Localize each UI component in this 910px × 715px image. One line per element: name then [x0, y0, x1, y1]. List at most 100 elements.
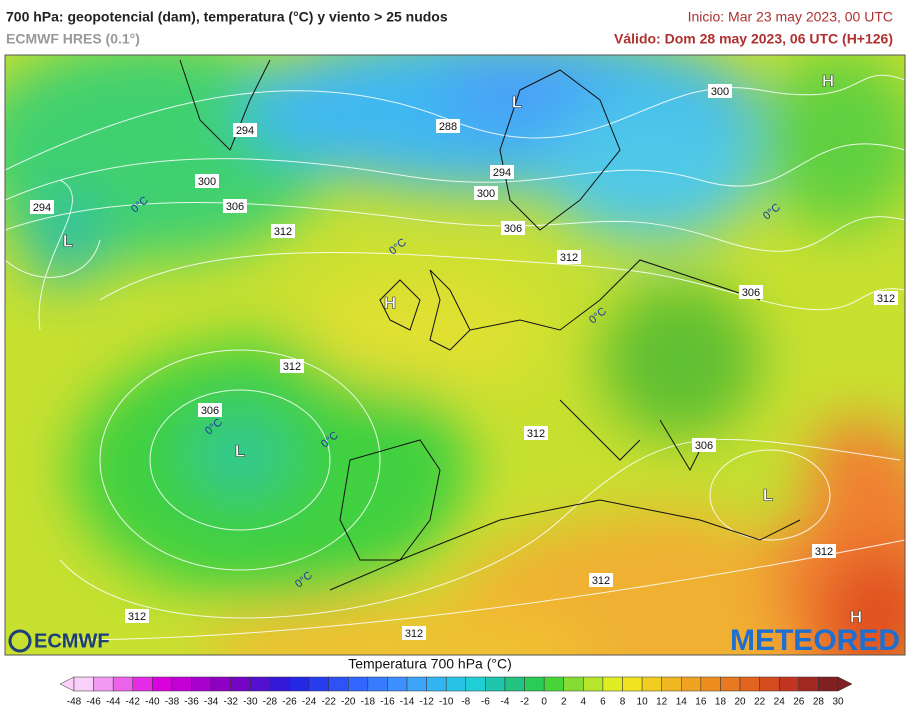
- contour-label-box: [874, 291, 898, 305]
- pressure-center: L: [763, 485, 773, 504]
- colorbar-swatch: [171, 676, 192, 692]
- colorbar-tick-label: 6: [600, 697, 606, 708]
- colorbar-tick-label: -42: [126, 697, 141, 708]
- colorbar-tick-label: -8: [461, 697, 470, 708]
- pressure-center: L: [63, 231, 73, 250]
- contour-label: 294: [33, 202, 51, 214]
- contour-label: 306: [742, 287, 760, 299]
- colorbar-tick-label: -36: [184, 697, 199, 708]
- colorbar-swatch: [112, 676, 134, 692]
- colorbar-tick-label: 28: [813, 697, 825, 708]
- contour-label-box: [490, 165, 514, 179]
- colorbar-tick-label: -14: [400, 697, 415, 708]
- contour-label-box: [198, 403, 222, 417]
- colorbar-tick-label: 20: [734, 697, 746, 708]
- contour-label-box: [474, 186, 498, 200]
- colorbar-tick-label: -48: [67, 697, 82, 708]
- colorbar-tick-label: 12: [656, 697, 668, 708]
- colorbar-tick-label: 26: [793, 697, 805, 708]
- contour-label: 300: [477, 188, 495, 200]
- colorbar-tick-label: -26: [282, 697, 297, 708]
- colorbar-swatch: [681, 676, 702, 692]
- colorbar-swatch: [406, 676, 427, 692]
- colorbar-tick-label: -6: [481, 697, 490, 708]
- contour-label-box: [223, 199, 247, 213]
- contour-label: 294: [236, 125, 254, 137]
- colorbar-tick-label: -34: [204, 697, 219, 708]
- valid-time: Válido: Dom 28 may 2023, 06 UTC (H+126): [614, 31, 893, 47]
- colorbar-tick-label: 0: [541, 697, 547, 708]
- contour-label: 306: [226, 201, 244, 213]
- colorbar-tick-label: 10: [637, 697, 649, 708]
- contour-label: 312: [560, 252, 578, 264]
- map-field: [5, 55, 905, 655]
- colorbar-swatch: [387, 676, 408, 692]
- contour-label-box: [589, 573, 613, 587]
- contour-label: 306: [504, 223, 522, 235]
- contour-label: 288: [439, 121, 457, 133]
- pressure-center: L: [235, 441, 245, 460]
- colorbar-swatch: [524, 676, 545, 692]
- colorbar-swatch: [583, 676, 604, 692]
- pressure-center: H: [822, 71, 834, 90]
- colorbar-swatch: [230, 676, 251, 692]
- contour-label: 312: [877, 293, 895, 305]
- colorbar-tick-label: 2: [561, 697, 567, 708]
- pressure-center: H: [850, 607, 862, 626]
- colorbar-tick-label: 24: [774, 697, 786, 708]
- colorbar-swatch: [622, 676, 643, 692]
- colorbar-swatch: [348, 676, 369, 692]
- contour-label: 294: [493, 167, 511, 179]
- contour-label-box: [436, 119, 460, 133]
- contour-label-box: [501, 221, 525, 235]
- contour-label: 306: [201, 405, 219, 417]
- colorbar-end: [837, 676, 853, 692]
- colorbar-swatch: [778, 676, 800, 692]
- colorbar-swatch: [641, 676, 662, 692]
- contour-label-box: [402, 626, 426, 640]
- isohypses: [5, 74, 905, 641]
- colorbar-swatch: [563, 676, 584, 692]
- colorbar-swatch: [269, 676, 290, 692]
- colorbar-swatch: [367, 676, 388, 692]
- contour-label: 300: [198, 176, 216, 188]
- colorbar-tick-label: -22: [321, 697, 336, 708]
- colorbar-swatch: [445, 676, 467, 692]
- colorbar-tick-label: 18: [715, 697, 727, 708]
- colorbar-tick-label: -24: [302, 697, 317, 708]
- colorbar-tick-label: -10: [439, 697, 454, 708]
- colorbar-swatch: [543, 676, 564, 692]
- colorbar-title: Temperatura 700 hPa (°C): [348, 656, 512, 672]
- colorbar-tick-label: -32: [223, 697, 238, 708]
- colorbar-swatch: [73, 676, 94, 692]
- colorbar-swatch: [818, 676, 839, 692]
- contour-label-box: [739, 285, 763, 299]
- map-frame: [4, 54, 906, 656]
- contour-label-box: [125, 609, 149, 623]
- colorbar-swatch: [485, 676, 506, 692]
- contour-label-box: [812, 544, 836, 558]
- contour-label-box: [280, 359, 304, 373]
- contour-label: 312: [405, 628, 423, 640]
- colorbar-swatch: [289, 676, 310, 692]
- colorbar-swatch: [328, 676, 349, 692]
- colorbar-tick-label: -16: [380, 697, 395, 708]
- colorbar-swatch: [700, 676, 721, 692]
- init-time: Inicio: Mar 23 may 2023, 00 UTC: [688, 9, 893, 25]
- colorbar-tick-label: 22: [754, 697, 766, 708]
- colorbar-swatch: [661, 676, 682, 692]
- colorbar-swatch: [210, 676, 231, 692]
- contour-label: 312: [283, 361, 301, 373]
- colorbar-tick-label: 16: [695, 697, 707, 708]
- colorbar-end: [59, 676, 75, 692]
- colorbar-swatch: [739, 676, 760, 692]
- colorbar-tick-label: 14: [676, 697, 688, 708]
- colorbar-tick-label: 30: [832, 697, 844, 708]
- colorbar-tick-label: 8: [620, 697, 626, 708]
- contour-label-box: [692, 438, 716, 452]
- colorbar-swatch: [93, 676, 114, 692]
- colorbar-swatch: [152, 676, 173, 692]
- colorbar-swatch: [759, 676, 780, 692]
